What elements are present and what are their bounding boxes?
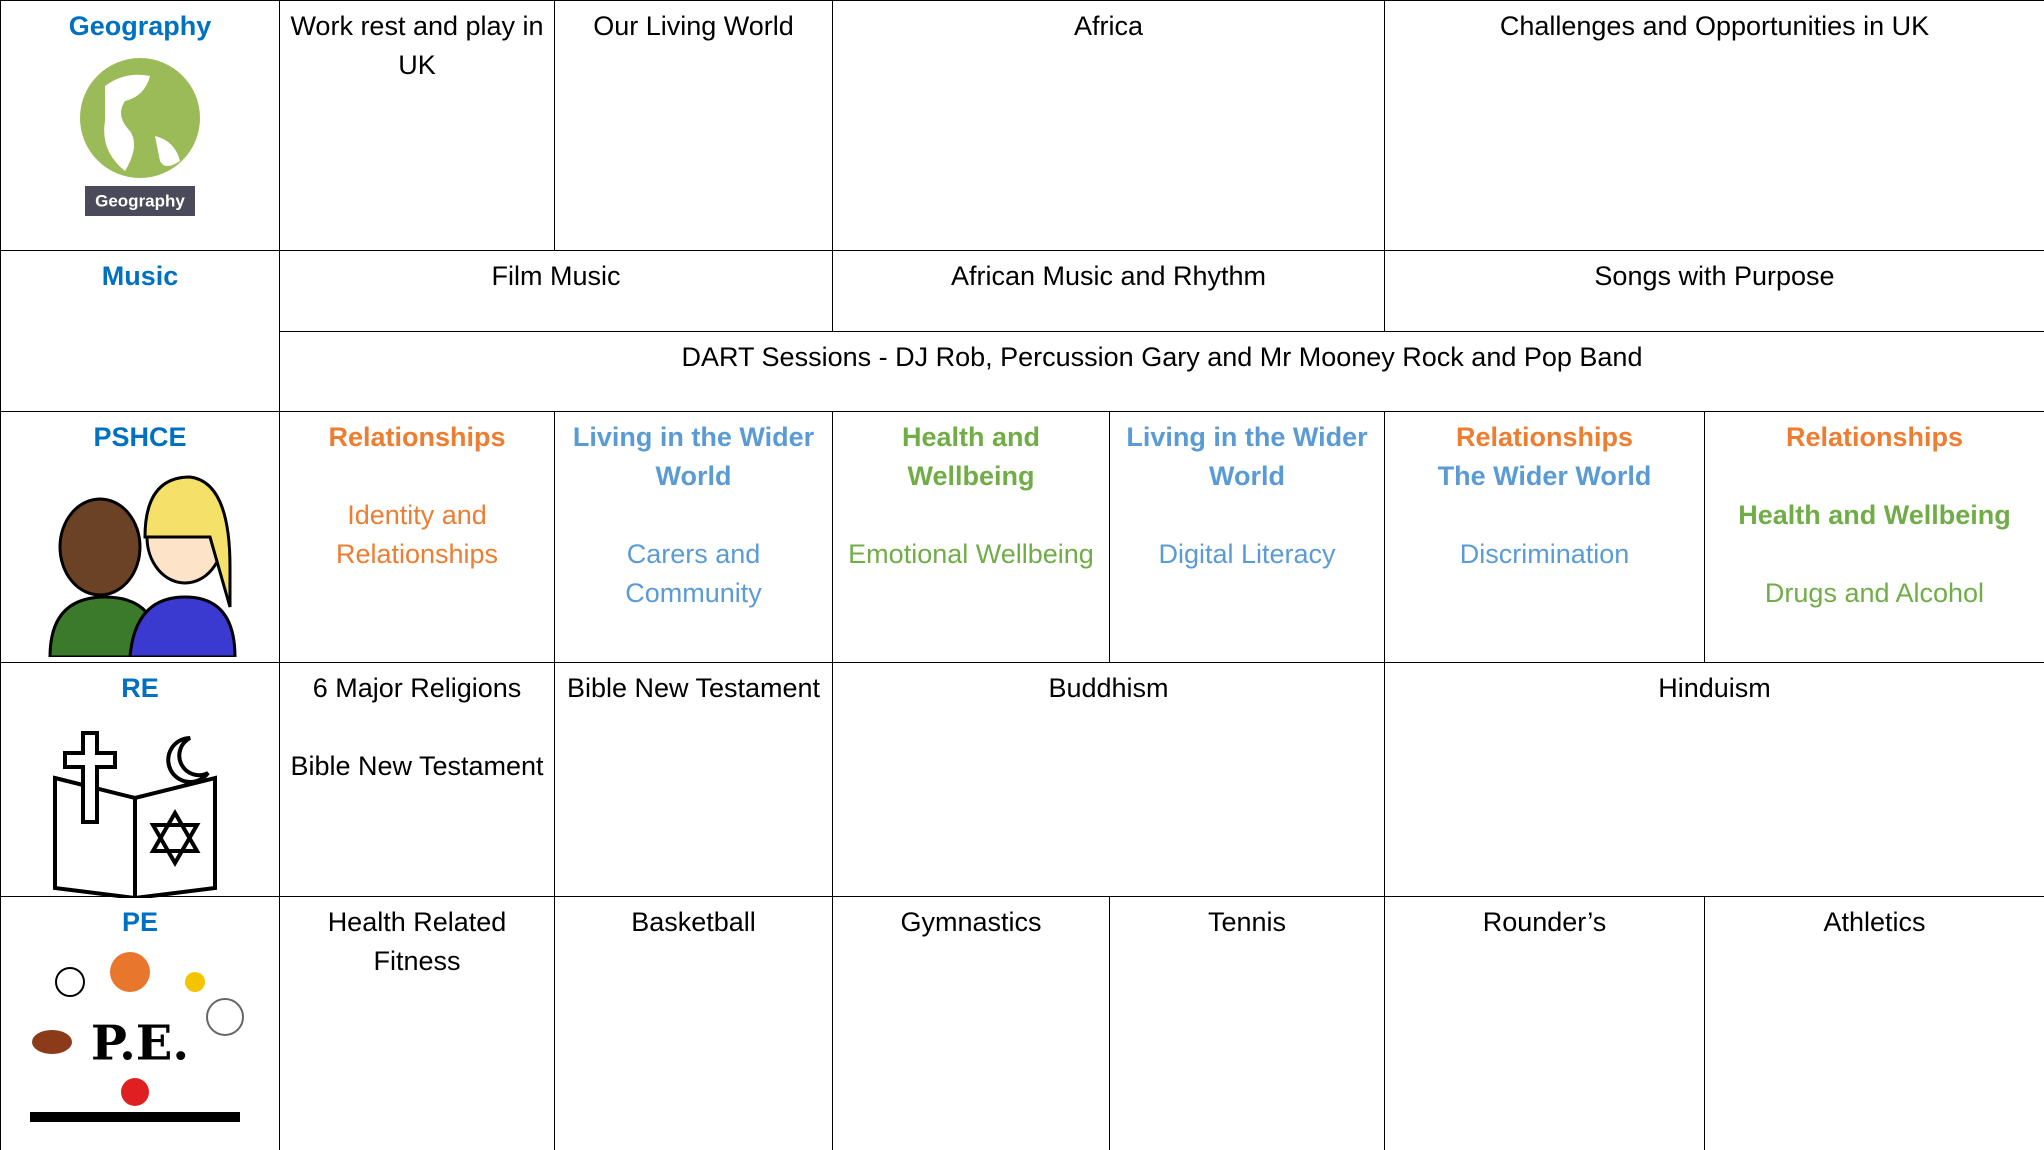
topic-line: Identity and Relationships (335, 500, 499, 569)
topic-cell: Rounder’s (1385, 897, 1705, 1150)
topic-text: African Music and Rhythm (950, 261, 1267, 291)
topic-group: Bible New Testament (288, 747, 546, 786)
subject-cell: Music (1, 251, 280, 412)
topic-text: Athletics (1823, 907, 1926, 937)
topic-text: Africa (1073, 11, 1144, 41)
topic-group: 6 Major Religions (288, 669, 546, 708)
subject-cell: RE (1, 663, 280, 898)
topic-cell: African Music and Rhythm (833, 251, 1385, 332)
topic-cell: Health and Wellbeing Emotional Wellbeing (833, 412, 1110, 663)
topic-cell: Hinduism (1385, 663, 2044, 897)
topic-cell: Health Related Fitness (280, 897, 555, 1150)
topic-cell: Living in the Wider World Digital Literac… (1110, 412, 1385, 663)
topic-line: Discrimination (1459, 539, 1630, 569)
topic-text: Our Living World (593, 11, 794, 41)
subject-icon: P.E. (9, 952, 271, 1122)
topic-text: Work rest and play in UK (290, 11, 544, 80)
subject-title: PSHCE (93, 422, 187, 452)
subject-title: Geography (68, 11, 212, 41)
topic-line: 6 Major Religions (312, 673, 522, 703)
topic-group: Drugs and Alcohol (1713, 574, 2036, 613)
subject-title: Music (101, 261, 179, 291)
topic-cell: Relationships Health and Wellbeing Drugs a… (1705, 412, 2044, 663)
topic-text: Songs with Purpose (1594, 261, 1835, 291)
topic-group: Relationships (288, 418, 546, 457)
topic-line: Emotional Wellbeing (848, 539, 1094, 569)
topic-cell: Buddhism (833, 663, 1385, 897)
topic-cell: Athletics (1705, 897, 2044, 1150)
subject-icon (9, 718, 271, 898)
topic-cell: Tennis (1110, 897, 1385, 1150)
topic-cell: Songs with Purpose (1385, 251, 2044, 332)
topic-line: Drugs and Alcohol (1764, 578, 1985, 608)
topic-text: Bible New Testament (566, 673, 821, 703)
topic-cell: Living in the Wider World Carers and Comm… (555, 412, 833, 663)
topic-group: Carers and Community (563, 535, 824, 613)
topic-text: Health Related Fitness (327, 907, 507, 976)
topic-cell: DART Sessions - DJ Rob, Percussion Gary … (280, 332, 2044, 412)
topic-line: Carers and Community (625, 539, 762, 608)
subject-cell: PSHCE (1, 412, 280, 663)
icon-label: Geography (95, 191, 185, 210)
topic-text: Challenges and Opportunities in UK (1499, 11, 1930, 41)
topic-cell: Gymnastics (833, 897, 1110, 1150)
topic-cell: Challenges and Opportunities in UK (1385, 1, 2044, 251)
subject-icon (9, 467, 271, 657)
topic-group: Relationships The Wider World (1393, 418, 1696, 496)
topic-group: Identity and Relationships (288, 496, 546, 574)
topic-group: Emotional Wellbeing (841, 535, 1101, 574)
topic-cell: Relationships Identity and Relationships (280, 412, 555, 663)
topic-cell: Africa (833, 1, 1385, 251)
topic-text: Buddhism (1048, 673, 1169, 703)
topic-line: Relationships (1785, 422, 1964, 452)
topic-group: Digital Literacy (1118, 535, 1376, 574)
topic-line: Health and Wellbeing (1738, 500, 2011, 530)
topic-group: Health and Wellbeing (1713, 496, 2036, 535)
subject-title: PE (121, 907, 159, 937)
icon: P.E. (30, 952, 244, 1122)
topic-cell: Work rest and play in UK (280, 1, 555, 251)
topic-line: Living in the Wider World (572, 422, 815, 491)
topic-line: Health and Wellbeing (901, 422, 1041, 491)
topic-group: Relationships (1713, 418, 2036, 457)
subject-cell: PE P.E. (1, 897, 280, 1150)
subject-icon: Geography (9, 56, 271, 226)
topic-group: Discrimination (1393, 535, 1696, 574)
icon-label: P.E. (91, 1016, 189, 1072)
topic-line: Relationships (1455, 422, 1634, 452)
subject-cell: Geography Geography (1, 1, 280, 251)
topic-text: DART Sessions - DJ Rob, Percussion Gary … (681, 342, 1643, 372)
topic-group: Health and Wellbeing (841, 418, 1101, 496)
topic-line: Relationships (328, 422, 506, 452)
topic-text: Basketball (631, 907, 756, 937)
icon (53, 731, 217, 898)
topic-text: Hinduism (1658, 673, 1771, 703)
icon (48, 475, 237, 657)
topic-group: Living in the Wider World (1118, 418, 1376, 496)
topic-line: Bible New Testament (290, 751, 544, 781)
topic-line: Digital Literacy (1158, 539, 1336, 569)
subject-title: RE (121, 673, 159, 703)
topic-cell: Film Music (280, 251, 833, 332)
topic-text: Tennis (1207, 907, 1287, 937)
topic-text: Rounder’s (1482, 907, 1607, 937)
topic-text: Gymnastics (900, 907, 1042, 937)
topic-line: The Wider World (1437, 461, 1652, 491)
topic-cell: Bible New Testament (555, 663, 833, 897)
topic-cell: Our Living World (555, 1, 833, 251)
topic-text: Film Music (491, 261, 621, 291)
icon: Geography (80, 58, 200, 216)
topic-cell: Relationships The Wider World Discriminati… (1385, 412, 1705, 663)
topic-line: Living in the Wider World (1126, 422, 1368, 491)
topic-cell: 6 Major Religions Bible New Testament (280, 663, 555, 897)
topic-cell: Basketball (555, 897, 833, 1150)
topic-group: Living in the Wider World (563, 418, 824, 496)
